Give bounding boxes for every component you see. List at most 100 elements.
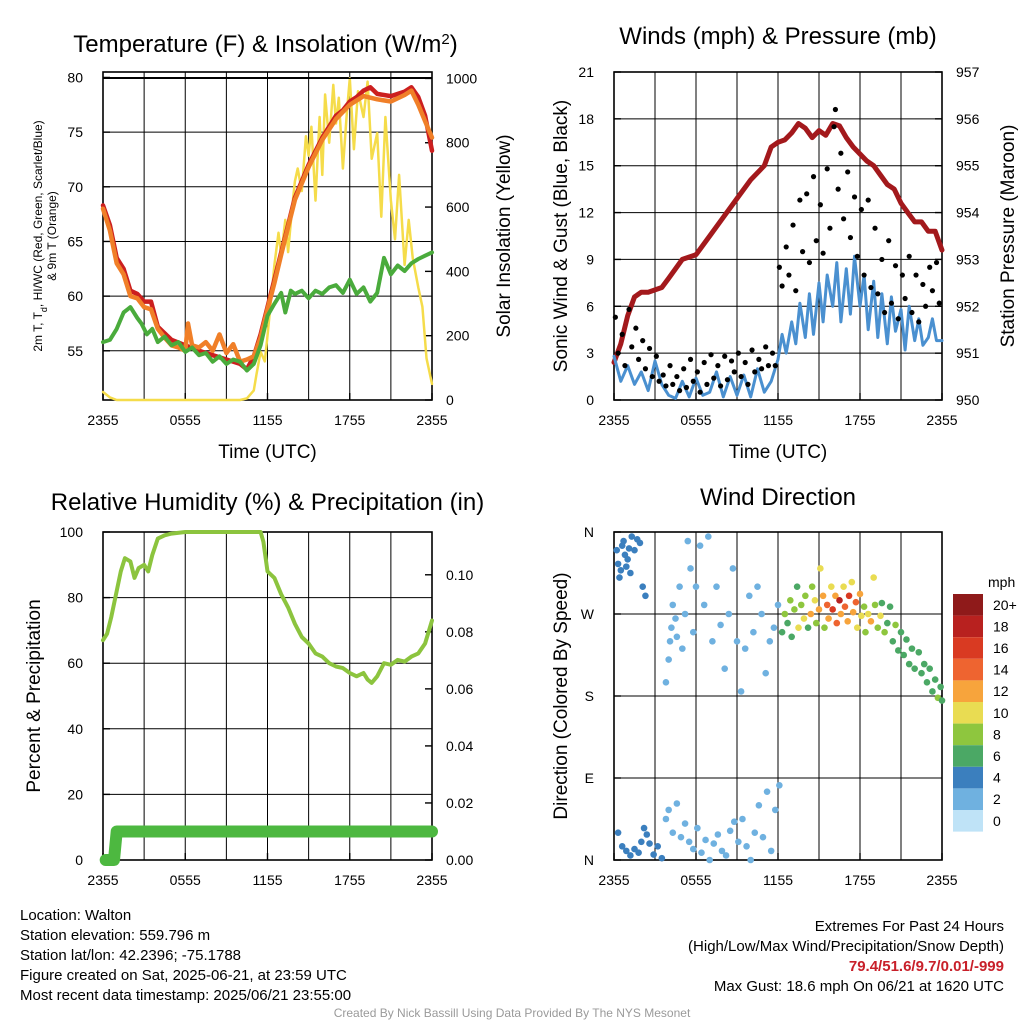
direction-point — [852, 598, 860, 606]
gust-point — [752, 369, 758, 375]
legend-swatch — [953, 680, 983, 702]
latlon-text: Station lat/lon: 42.2396; -75.1788 — [20, 947, 242, 964]
direction-point — [718, 847, 726, 855]
gust-point — [681, 366, 687, 372]
legend-swatch — [953, 788, 983, 810]
direction-point — [788, 633, 795, 641]
direction-point — [811, 597, 819, 604]
x-axis-label: Time (UTC) — [218, 442, 317, 463]
x-tick-label: 1155 — [252, 412, 282, 428]
gust-point — [656, 378, 662, 384]
y-tick-label-right: 955 — [956, 158, 980, 174]
gust-point — [715, 363, 721, 369]
gust-point — [865, 197, 871, 203]
x-tick-label: 2355 — [416, 412, 447, 428]
gust-point — [779, 283, 785, 289]
direction-point — [673, 633, 681, 641]
direction-point — [853, 624, 861, 631]
x-tick-label: 1155 — [763, 872, 793, 888]
direction-point — [929, 688, 936, 695]
gust-point — [813, 238, 819, 244]
gust-point — [653, 353, 659, 359]
direction-point — [884, 619, 891, 627]
gust-point — [909, 309, 915, 316]
direction-point — [737, 688, 745, 695]
legend-swatch — [953, 637, 983, 659]
wind-direction-panel: Wind Direction Direction (Colored By Spee… — [551, 484, 1017, 888]
direction-point — [672, 615, 679, 622]
y-tick-label-left: S — [585, 688, 594, 704]
direction-point — [833, 619, 841, 627]
direction-point — [669, 601, 677, 609]
gust-point — [841, 216, 847, 222]
x-tick-label: 0555 — [680, 872, 711, 888]
gust-point — [697, 389, 703, 395]
direction-point — [825, 615, 832, 622]
extremes-subtitle: (High/Low/Max Wind/Precipitation/Snow De… — [688, 938, 1004, 955]
direction-point — [677, 833, 685, 841]
direction-point — [638, 838, 645, 846]
direction-point — [729, 565, 737, 572]
gust-point — [629, 344, 635, 350]
direction-point — [802, 592, 809, 600]
gust-point — [854, 253, 860, 259]
direction-point — [874, 624, 882, 631]
direction-point — [848, 578, 856, 586]
axes-group: 2355 0555 1155 1755 235503691215182195095195… — [578, 64, 979, 428]
axes-group: 2355 0555 1155 1755 235555606570758002004006… — [67, 69, 477, 428]
direction-point — [795, 624, 802, 631]
direction-point — [784, 619, 791, 627]
legend-swatch — [953, 615, 983, 638]
gust-point — [731, 369, 737, 375]
gust-point — [735, 350, 741, 356]
legend-label: 2 — [993, 791, 1001, 807]
direction-point — [650, 851, 657, 858]
created-text: Figure created on Sat, 2025-06-21, at 23… — [20, 967, 347, 984]
direction-point — [763, 788, 771, 795]
direction-point — [878, 599, 886, 607]
temperature-panel: Temperature (F) & Insolation (W/m2) Time … — [31, 31, 515, 464]
direction-point — [915, 648, 923, 656]
gust-point — [704, 381, 710, 387]
direction-point — [640, 824, 648, 832]
y-tick-label-left: 12 — [578, 205, 594, 221]
t-d-line — [101, 250, 434, 373]
direction-point — [849, 608, 857, 616]
y-tick-label-left: 70 — [67, 179, 83, 195]
direction-point — [673, 800, 681, 807]
gust-point — [649, 373, 655, 380]
y-tick-label-right: 0.08 — [446, 624, 473, 640]
direction-point — [710, 840, 718, 847]
gust-point — [728, 358, 735, 364]
direction-point — [631, 546, 638, 554]
y-tick-label-right: 0.02 — [446, 795, 473, 811]
direction-point — [771, 806, 779, 814]
y-axis-label-right: Solar Insolation (Yellow) — [494, 134, 515, 337]
y-tick-label-left: 6 — [586, 298, 594, 314]
gust-point — [615, 350, 621, 356]
direction-point — [937, 683, 944, 691]
y-tick-label-right: 0.10 — [446, 567, 473, 583]
gust-point — [861, 272, 867, 278]
y-tick-label-right: 956 — [956, 111, 980, 127]
direction-point — [687, 565, 694, 572]
gust-point — [888, 300, 895, 306]
direction-point — [755, 802, 763, 809]
direction-point — [746, 592, 753, 600]
gust-point — [933, 259, 940, 266]
direction-point — [793, 583, 801, 590]
direction-point — [858, 612, 865, 620]
gust-point — [626, 306, 632, 313]
gust-point — [756, 356, 762, 362]
gust-point — [882, 309, 888, 316]
9m-t-line — [100, 88, 435, 364]
legend-swatch — [953, 723, 983, 746]
gust-point — [875, 291, 881, 297]
direction-point — [797, 601, 805, 609]
direction-point — [911, 665, 918, 672]
legend-swatch — [953, 810, 983, 832]
gust-point — [687, 356, 694, 362]
direction-point — [666, 638, 674, 645]
direction-point — [713, 583, 720, 590]
